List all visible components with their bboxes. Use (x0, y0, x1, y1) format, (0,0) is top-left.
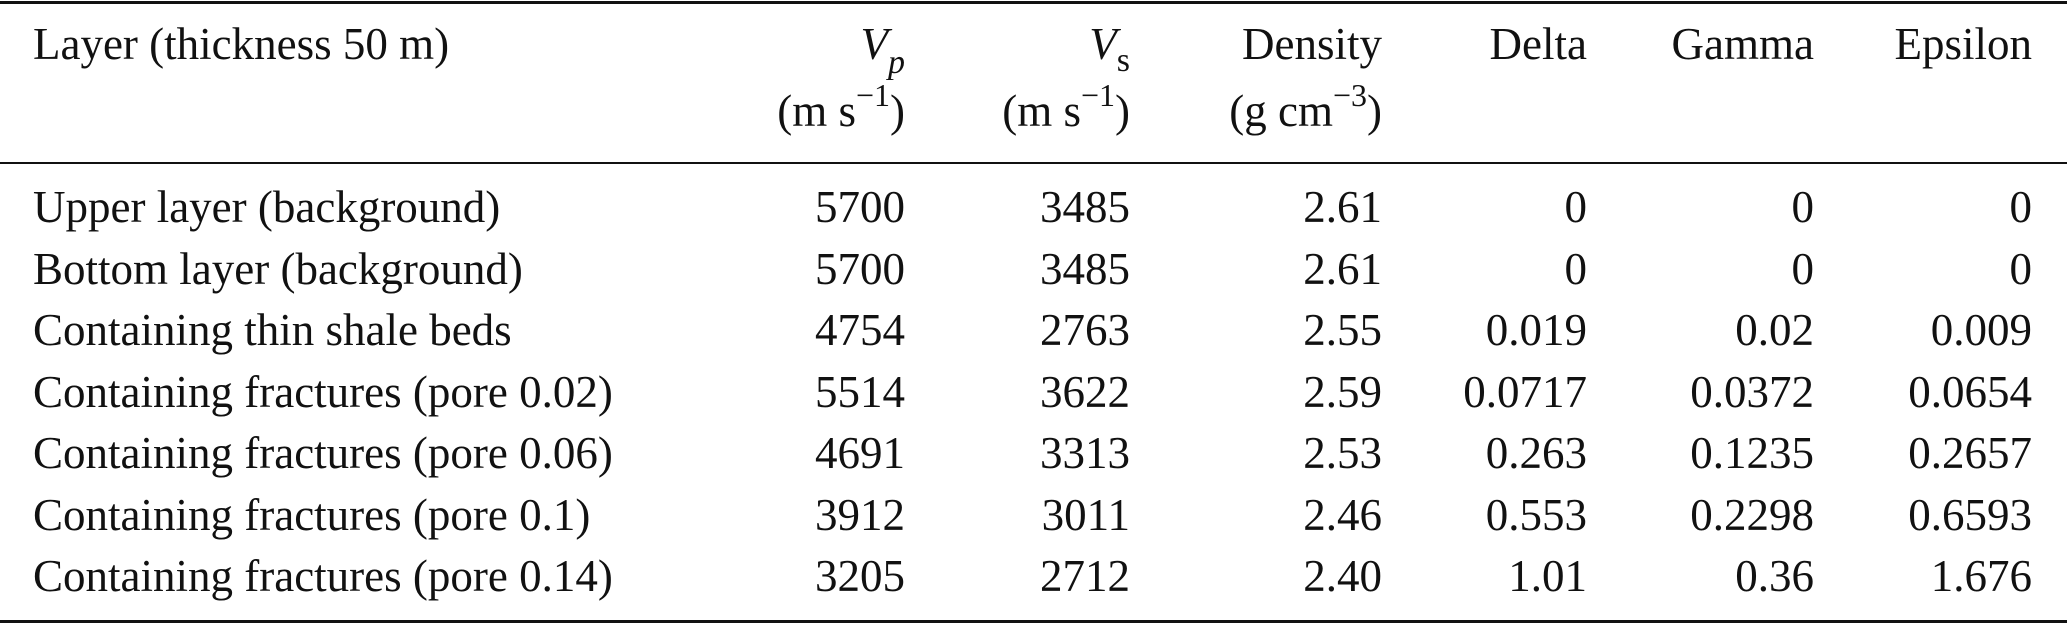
table-cell-vs: 2763 (1040, 305, 1130, 355)
header-vp: Vp (560, 17, 906, 81)
table-top-rule (0, 1, 2067, 4)
table-cell-epsilon: 0.6593 (1908, 490, 2032, 540)
table-cell-delta: 0 (1564, 244, 1588, 294)
table-cell-epsilon: 0.0654 (1908, 367, 2032, 417)
table-cell-gamma: 0 (1791, 244, 1815, 294)
table-cell-density: 2.61 (1303, 182, 1382, 232)
table-cell-density: 2.55 (1303, 305, 1382, 355)
table-cell-vp: 3205 (815, 551, 905, 601)
table-cell-gamma: 0 (1791, 182, 1815, 232)
table-cell-delta: 0.0717 (1463, 367, 1587, 417)
header-layer: Layer (thickness 50 m) (33, 19, 450, 69)
table-cell-delta: 1.01 (1508, 551, 1587, 601)
table-cell-density: 2.61 (1303, 244, 1382, 294)
table-cell-density: 2.59 (1303, 367, 1382, 417)
table-cell-vp: 3912 (815, 490, 905, 540)
header-vs-subscript: s (1116, 42, 1130, 79)
table-cell-epsilon: 0.2657 (1908, 428, 2032, 478)
table-cell-vp: 4691 (815, 428, 905, 478)
table-cell-gamma: 0.1235 (1690, 428, 1814, 478)
table-cell-vs: 3485 (1040, 244, 1130, 294)
table-cell-vs: 3622 (1040, 367, 1130, 417)
table-cell-epsilon: 0.009 (1930, 305, 2032, 355)
table-cell-vp: 5700 (815, 244, 905, 294)
table-cell-delta: 0.263 (1485, 428, 1587, 478)
table-cell-density: 2.53 (1303, 428, 1382, 478)
table-cell-layer: Containing fractures (pore 0.1) (33, 490, 591, 540)
table-cell-gamma: 0.02 (1735, 305, 1814, 355)
table-cell-gamma: 0.36 (1735, 551, 1814, 601)
header-vp-subscript: p (888, 44, 905, 81)
header-epsilon: Epsilon (1894, 19, 2032, 69)
table-header-rule (0, 162, 2067, 164)
header-vs: Vs (905, 17, 1130, 79)
table-cell-epsilon: 0 (2009, 244, 2033, 294)
table-cell-delta: 0 (1564, 182, 1588, 232)
table-cell-vp: 5514 (815, 367, 905, 417)
header-vs-unit: (m s−1) (1002, 77, 1130, 136)
table-cell-epsilon: 0 (2009, 182, 2033, 232)
table-cell-layer: Containing fractures (pore 0.14) (33, 551, 613, 601)
table-cell-vs: 2712 (1040, 551, 1130, 601)
table-bottom-rule (0, 620, 2067, 623)
table-cell-layer: Containing thin shale beds (33, 305, 512, 355)
header-vp-symbol: V (860, 19, 889, 69)
table-cell-layer: Containing fractures (pore 0.06) (33, 428, 613, 478)
table-cell-vs: 3313 (1040, 428, 1130, 478)
table-cell-gamma: 0.0372 (1690, 367, 1814, 417)
table-cell-epsilon: 1.676 (1930, 551, 2032, 601)
table-cell-delta: 0.553 (1485, 490, 1587, 540)
table-cell-layer: Bottom layer (background) (33, 244, 523, 294)
table-cell-layer: Containing fractures (pore 0.02) (33, 367, 613, 417)
table-cell-vp: 5700 (815, 182, 905, 232)
table-cell-density: 2.46 (1303, 490, 1382, 540)
header-density-unit: (g cm−3) (1229, 77, 1382, 136)
header-vp-unit: (m s−1) (777, 77, 905, 136)
header-vs-symbol: V (1089, 19, 1117, 69)
header-density: Density (1242, 19, 1382, 69)
table-cell-vs: 3011 (1041, 490, 1130, 540)
table-cell-layer: Upper layer (background) (33, 182, 501, 232)
header-delta: Delta (1489, 19, 1587, 69)
header-gamma: Gamma (1671, 19, 1814, 69)
table-cell-gamma: 0.2298 (1690, 490, 1814, 540)
table-cell-density: 2.40 (1303, 551, 1382, 601)
table-cell-vp: 4754 (815, 305, 905, 355)
table-cell-delta: 0.019 (1485, 305, 1587, 355)
table-cell-vs: 3485 (1040, 182, 1130, 232)
